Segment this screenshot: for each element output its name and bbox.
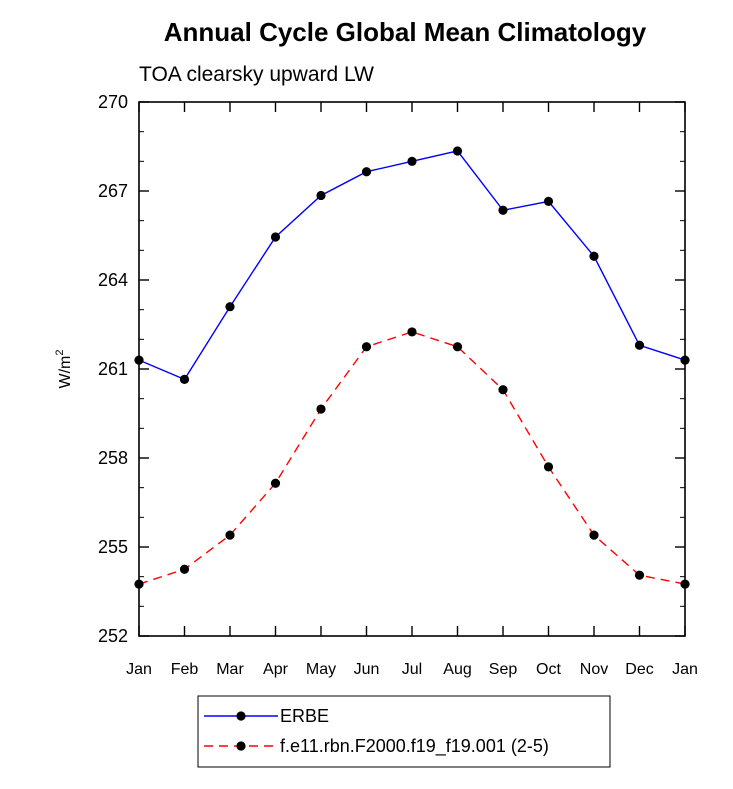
x-tick-label: Nov	[580, 661, 608, 678]
series-1	[134, 146, 690, 384]
data-point	[361, 167, 372, 177]
x-tick-label: Aug	[443, 661, 471, 678]
y-axis-tick-labels: 252 255 258 261 264 267 270	[98, 92, 128, 646]
data-point	[543, 462, 554, 472]
data-point	[270, 232, 281, 242]
legend-marker	[236, 741, 246, 751]
series-2	[134, 327, 690, 589]
data-point	[407, 156, 417, 166]
x-tick-label: Mar	[216, 661, 244, 678]
x-tick-label: Oct	[536, 661, 561, 678]
legend-entry: ERBE	[204, 706, 329, 726]
y-axis-label-text: W/m	[57, 356, 74, 389]
data-point	[634, 570, 645, 580]
y-axis-label: W/m2	[54, 350, 74, 389]
x-tick-label: May	[306, 661, 336, 678]
x-tick-label: Jul	[402, 661, 422, 678]
y-tick-label: 264	[98, 270, 128, 290]
legend: ERBE f.e11.rbn.F2000.f19_f19.001 (2-5)	[197, 695, 611, 768]
y-tick-label: 258	[98, 448, 128, 468]
series-line	[138, 331, 686, 585]
svg-text:W/m2: W/m2	[54, 350, 74, 389]
y-tick-label: 270	[98, 92, 128, 112]
series-line	[138, 150, 686, 381]
y-tick-label: 261	[98, 359, 128, 379]
x-tick-label: Feb	[171, 661, 199, 678]
chart-title: Annual Cycle Global Mean Climatology	[164, 17, 647, 47]
data-point	[543, 196, 554, 206]
data-point	[225, 530, 235, 540]
data-point	[498, 205, 508, 215]
y-tick-label: 267	[98, 181, 128, 201]
data-point	[316, 404, 326, 414]
legend-entry: f.e11.rbn.F2000.f19_f19.001 (2-5)	[204, 736, 549, 757]
x-tick-label: Jan	[672, 661, 698, 678]
y-axis-label-superscript: 2	[54, 350, 66, 356]
data-point	[452, 146, 463, 156]
axis-ticks	[138, 101, 686, 637]
legend-marker	[236, 711, 246, 721]
x-tick-label: Sep	[489, 661, 518, 678]
data-point	[589, 251, 599, 261]
data-point	[225, 302, 235, 312]
data-point	[179, 564, 190, 574]
legend-label: ERBE	[280, 706, 329, 726]
chart-subtitle: TOA clearsky upward LW	[139, 63, 374, 86]
legend-box	[197, 695, 611, 768]
y-tick-label: 252	[98, 626, 128, 646]
data-point	[634, 340, 645, 350]
data-point	[452, 342, 463, 352]
data-point	[361, 342, 372, 352]
plot-series	[134, 146, 690, 589]
x-tick-label: Jan	[126, 661, 152, 678]
legend-entries: ERBE f.e11.rbn.F2000.f19_f19.001 (2-5)	[204, 706, 549, 757]
plot-frame	[138, 101, 686, 637]
data-point	[316, 190, 326, 201]
y-tick-label: 255	[98, 537, 128, 557]
data-point	[270, 478, 281, 488]
data-point	[407, 327, 417, 337]
x-axis-tick-labels: Jan Feb Mar Apr May Jun Jul Aug Sep Oct Nov Dec Jan	[126, 661, 698, 678]
data-point	[589, 530, 599, 540]
data-point	[498, 385, 508, 395]
data-point	[179, 374, 190, 384]
x-tick-label: Dec	[625, 661, 653, 678]
legend-label: f.e11.rbn.F2000.f19_f19.001 (2-5)	[280, 736, 549, 757]
x-tick-label: Apr	[263, 661, 289, 678]
x-tick-label: Jun	[354, 661, 380, 678]
